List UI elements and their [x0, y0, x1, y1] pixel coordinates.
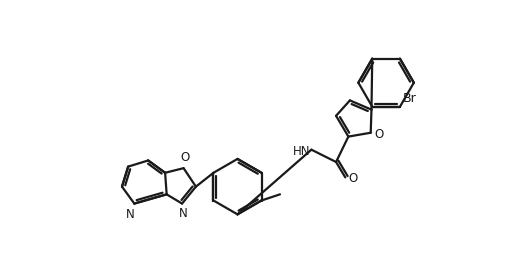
Text: O: O: [181, 151, 190, 164]
Text: N: N: [179, 208, 188, 220]
Text: Br: Br: [402, 92, 416, 105]
Text: HN: HN: [292, 145, 310, 158]
Text: N: N: [126, 208, 135, 221]
Text: O: O: [375, 128, 384, 141]
Text: O: O: [348, 172, 358, 186]
